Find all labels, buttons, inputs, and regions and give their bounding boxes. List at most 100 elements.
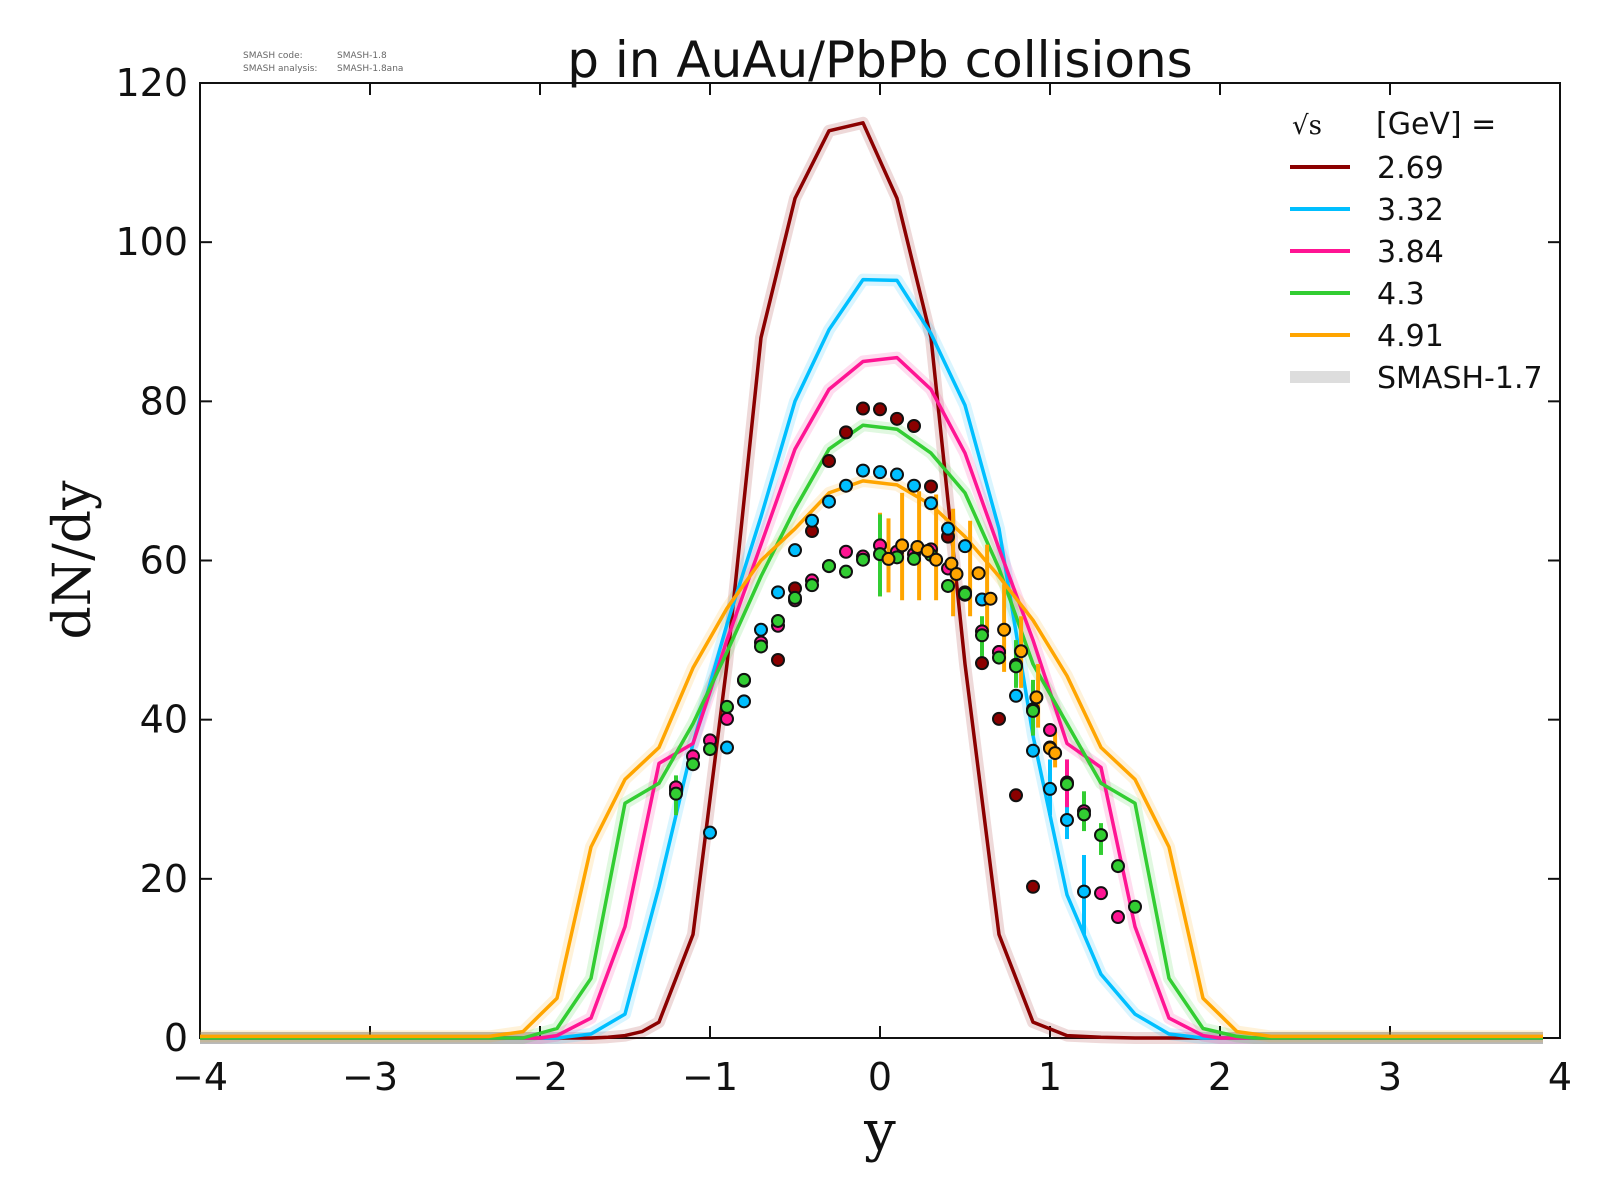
legend-label-3.84: 3.84 bbox=[1377, 235, 1444, 270]
data-point-4.3 bbox=[992, 650, 1006, 665]
y-tick-label: 100 bbox=[115, 220, 188, 264]
data-point-3.84 bbox=[1111, 910, 1125, 925]
data-point-3.32 bbox=[737, 694, 751, 709]
data-point-3.32 bbox=[890, 467, 904, 482]
smash-code-value: SMASH-1.8 bbox=[337, 51, 387, 61]
x-axis-label: y bbox=[863, 1099, 896, 1164]
data-point-4.3 bbox=[822, 559, 836, 574]
smash-code-label: SMASH code: bbox=[243, 51, 303, 61]
legend-label-4.91: 4.91 bbox=[1377, 319, 1444, 354]
legend-label-4.3: 4.3 bbox=[1377, 277, 1425, 312]
data-point-3.32 bbox=[1060, 812, 1074, 827]
data-point-3.32 bbox=[703, 825, 717, 840]
series-line-3.84 bbox=[200, 355, 1543, 1040]
x-tick-label: 4 bbox=[1548, 1055, 1572, 1099]
data-point-2.69 bbox=[924, 479, 938, 494]
data-point-4.3 bbox=[941, 578, 955, 593]
legend-label-3.32: 3.32 bbox=[1377, 193, 1444, 228]
data-point-4.3 bbox=[805, 578, 819, 593]
data-point-3.32 bbox=[958, 539, 972, 554]
x-tick-label: 1 bbox=[1038, 1055, 1062, 1099]
data-point-3.84 bbox=[839, 544, 853, 559]
smash-analysis-label: SMASH analysis: bbox=[243, 64, 317, 74]
x-tick-label: 3 bbox=[1378, 1055, 1402, 1099]
x-tick-label: 2 bbox=[1208, 1055, 1232, 1099]
data-point-3.32 bbox=[907, 478, 921, 493]
data-point-3.32 bbox=[839, 478, 853, 493]
data-point-3.32 bbox=[788, 543, 802, 558]
data-point-4.3 bbox=[1060, 777, 1074, 792]
data-point-2.69 bbox=[873, 402, 887, 417]
data-point-3.32 bbox=[805, 513, 819, 528]
data-point-3.32 bbox=[822, 494, 836, 509]
data-point-4.3 bbox=[669, 786, 683, 801]
data-point-4.91 bbox=[983, 591, 998, 606]
data-point-4.91 bbox=[929, 552, 944, 567]
x-tick-label: −2 bbox=[512, 1055, 568, 1099]
data-point-2.69 bbox=[856, 401, 870, 416]
data-point-2.69 bbox=[822, 454, 836, 469]
smash-analysis-value: SMASH-1.8ana bbox=[337, 64, 403, 74]
data-point-4.3 bbox=[1128, 899, 1142, 914]
x-tick-label: −1 bbox=[682, 1055, 738, 1099]
data-point-4.3 bbox=[737, 672, 751, 687]
data-point-2.69 bbox=[890, 411, 904, 426]
data-point-3.32 bbox=[941, 521, 955, 536]
data-point-2.69 bbox=[771, 652, 785, 667]
y-tick-label: 60 bbox=[140, 539, 188, 583]
data-point-4.3 bbox=[856, 552, 870, 567]
data-point-4.3 bbox=[686, 757, 700, 772]
data-point-3.32 bbox=[856, 463, 870, 478]
data-point-4.91 bbox=[949, 567, 964, 582]
data-point-4.3 bbox=[1111, 859, 1125, 874]
data-point-3.84 bbox=[1094, 886, 1108, 901]
x-tick-label: −4 bbox=[172, 1055, 228, 1099]
data-point-3.32 bbox=[771, 585, 785, 600]
data-point-2.69 bbox=[1026, 879, 1040, 894]
data-point-3.32 bbox=[754, 622, 768, 637]
data-point-4.3 bbox=[975, 628, 989, 643]
y-tick-label: 20 bbox=[140, 857, 188, 901]
data-point-2.69 bbox=[907, 419, 921, 434]
series-line-4.3 bbox=[200, 423, 1543, 1040]
data-point-2.69 bbox=[975, 656, 989, 671]
data-point-4.91 bbox=[1014, 644, 1029, 659]
data-point-4.3 bbox=[1077, 807, 1091, 822]
chart-title: p in AuAu/PbPb collisions bbox=[567, 31, 1192, 89]
data-point-3.32 bbox=[873, 465, 887, 480]
data-point-4.3 bbox=[1094, 828, 1108, 843]
data-point-2.69 bbox=[1009, 788, 1023, 803]
legend-label-2.69: 2.69 bbox=[1377, 151, 1444, 186]
data-point-3.32 bbox=[1077, 884, 1091, 899]
data-point-4.91 bbox=[1029, 690, 1044, 705]
legend-title-sqrt: √s bbox=[1292, 111, 1322, 141]
data-point-4.91 bbox=[971, 566, 986, 581]
data-point-4.3 bbox=[839, 564, 853, 579]
band-line-3.84 bbox=[200, 351, 1543, 1044]
data-point-3.32 bbox=[924, 496, 938, 511]
data-point-4.91 bbox=[895, 538, 910, 553]
y-tick-label: 80 bbox=[140, 379, 188, 423]
y-tick-label: 120 bbox=[115, 61, 188, 105]
data-point-4.3 bbox=[1026, 703, 1040, 718]
data-point-4.3 bbox=[907, 551, 921, 566]
band-line-3.32 bbox=[200, 273, 1543, 1044]
data-point-4.3 bbox=[720, 699, 734, 714]
data-point-4.91 bbox=[1048, 746, 1063, 761]
data-point-3.32 bbox=[1043, 781, 1057, 796]
band-line-4.3 bbox=[200, 419, 1543, 1044]
y-tick-label: 0 bbox=[164, 1016, 188, 1060]
data-point-4.3 bbox=[754, 639, 768, 654]
data-point-3.32 bbox=[1009, 688, 1023, 703]
data-point-3.84 bbox=[1043, 723, 1057, 738]
series-line-3.32 bbox=[200, 277, 1543, 1040]
series-line-4.91 bbox=[200, 479, 1543, 1039]
data-point-2.69 bbox=[839, 425, 853, 440]
legend: √s [GeV] = 2.69 3.32 3.84 4.3 4.91 SMASH-1.7 bbox=[1290, 107, 1543, 396]
band-line-2.69 bbox=[200, 116, 1543, 1044]
data-point-3.84 bbox=[720, 711, 734, 726]
y-tick-label: 40 bbox=[140, 698, 188, 742]
data-point-4.3 bbox=[958, 586, 972, 601]
